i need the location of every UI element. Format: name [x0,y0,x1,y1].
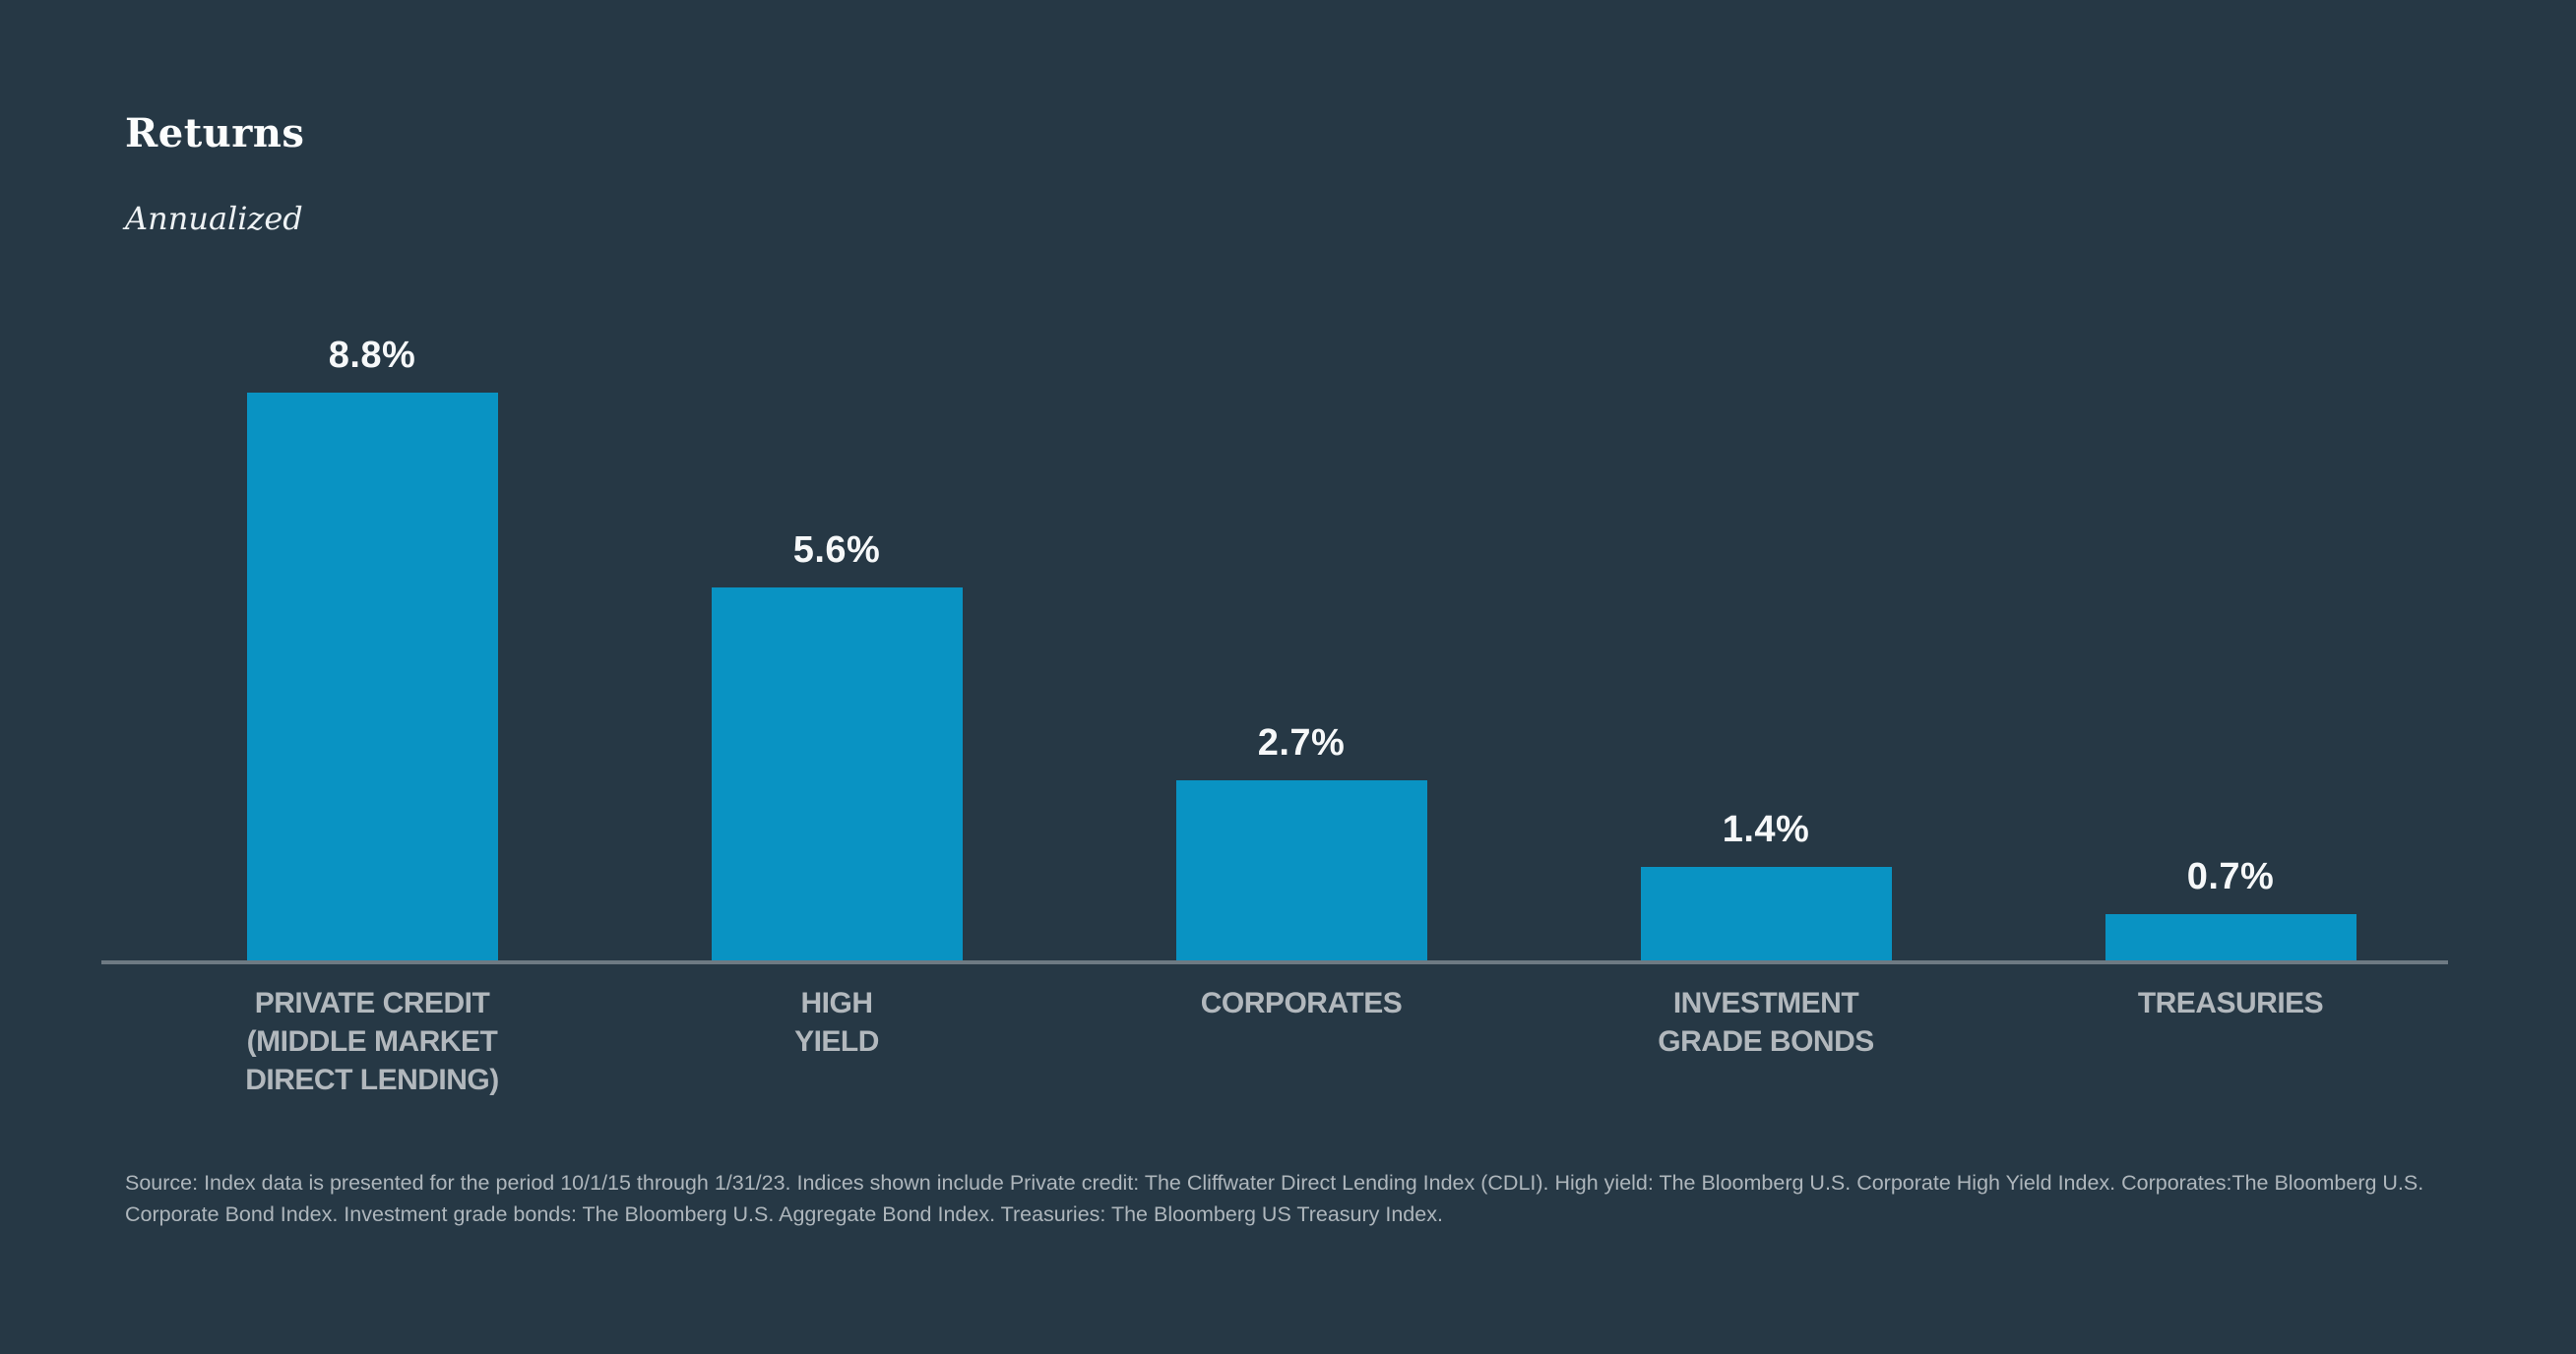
bar-group: 0.7% [1998,335,2463,960]
category-label-line: PRIVATE CREDIT [254,987,490,1019]
bar-value-label: 8.8% [328,335,416,376]
chart-title: Returns [125,110,305,156]
category-label-line: INVESTMENT [1672,987,1859,1019]
category-label: INVESTMENT GRADE BONDS [1534,984,1998,1099]
bar-group: 5.6% [604,335,1069,960]
bar-chart: 8.8% 5.6% 2.7% 1.4% 0.7% [140,335,2463,960]
bar [711,587,963,960]
bar-group: 1.4% [1534,335,1998,960]
category-label: TREASURIES [1998,984,2463,1099]
category-label-line: DIRECT LENDING) [245,1064,499,1096]
category-label-line: YIELD [794,1025,879,1058]
category-label: CORPORATES [1069,984,1534,1099]
x-axis-baseline [101,960,2448,964]
bar-value-label: 5.6% [792,529,881,571]
bar-group: 2.7% [1069,335,1534,960]
category-label: HIGH YIELD [604,984,1069,1099]
bar-value-label: 0.7% [2186,856,2275,897]
bar [1175,780,1427,960]
category-axis-labels: PRIVATE CREDIT (MIDDLE MARKET DIRECT LENDI… [140,984,2463,1099]
chart-subtitle: Annualized [125,200,303,237]
category-label-line: (MIDDLE MARKET [246,1025,498,1058]
category-label-line: CORPORATES [1200,987,1403,1019]
category-label-line: GRADE BONDS [1658,1025,1874,1058]
bar-group: 8.8% [140,335,604,960]
bar-value-label: 1.4% [1722,809,1810,850]
category-label-line: TREASURIES [2137,987,2324,1019]
chart-header: Returns Annualized [125,110,304,237]
bar [246,393,498,960]
bar-value-label: 2.7% [1257,722,1346,764]
category-label-line: HIGH [800,987,874,1019]
bar [2105,914,2356,960]
bar [1640,867,1892,960]
category-label: PRIVATE CREDIT (MIDDLE MARKET DIRECT LENDI… [140,984,604,1099]
source-note: Source: Index data is presented for the … [125,1171,2424,1226]
